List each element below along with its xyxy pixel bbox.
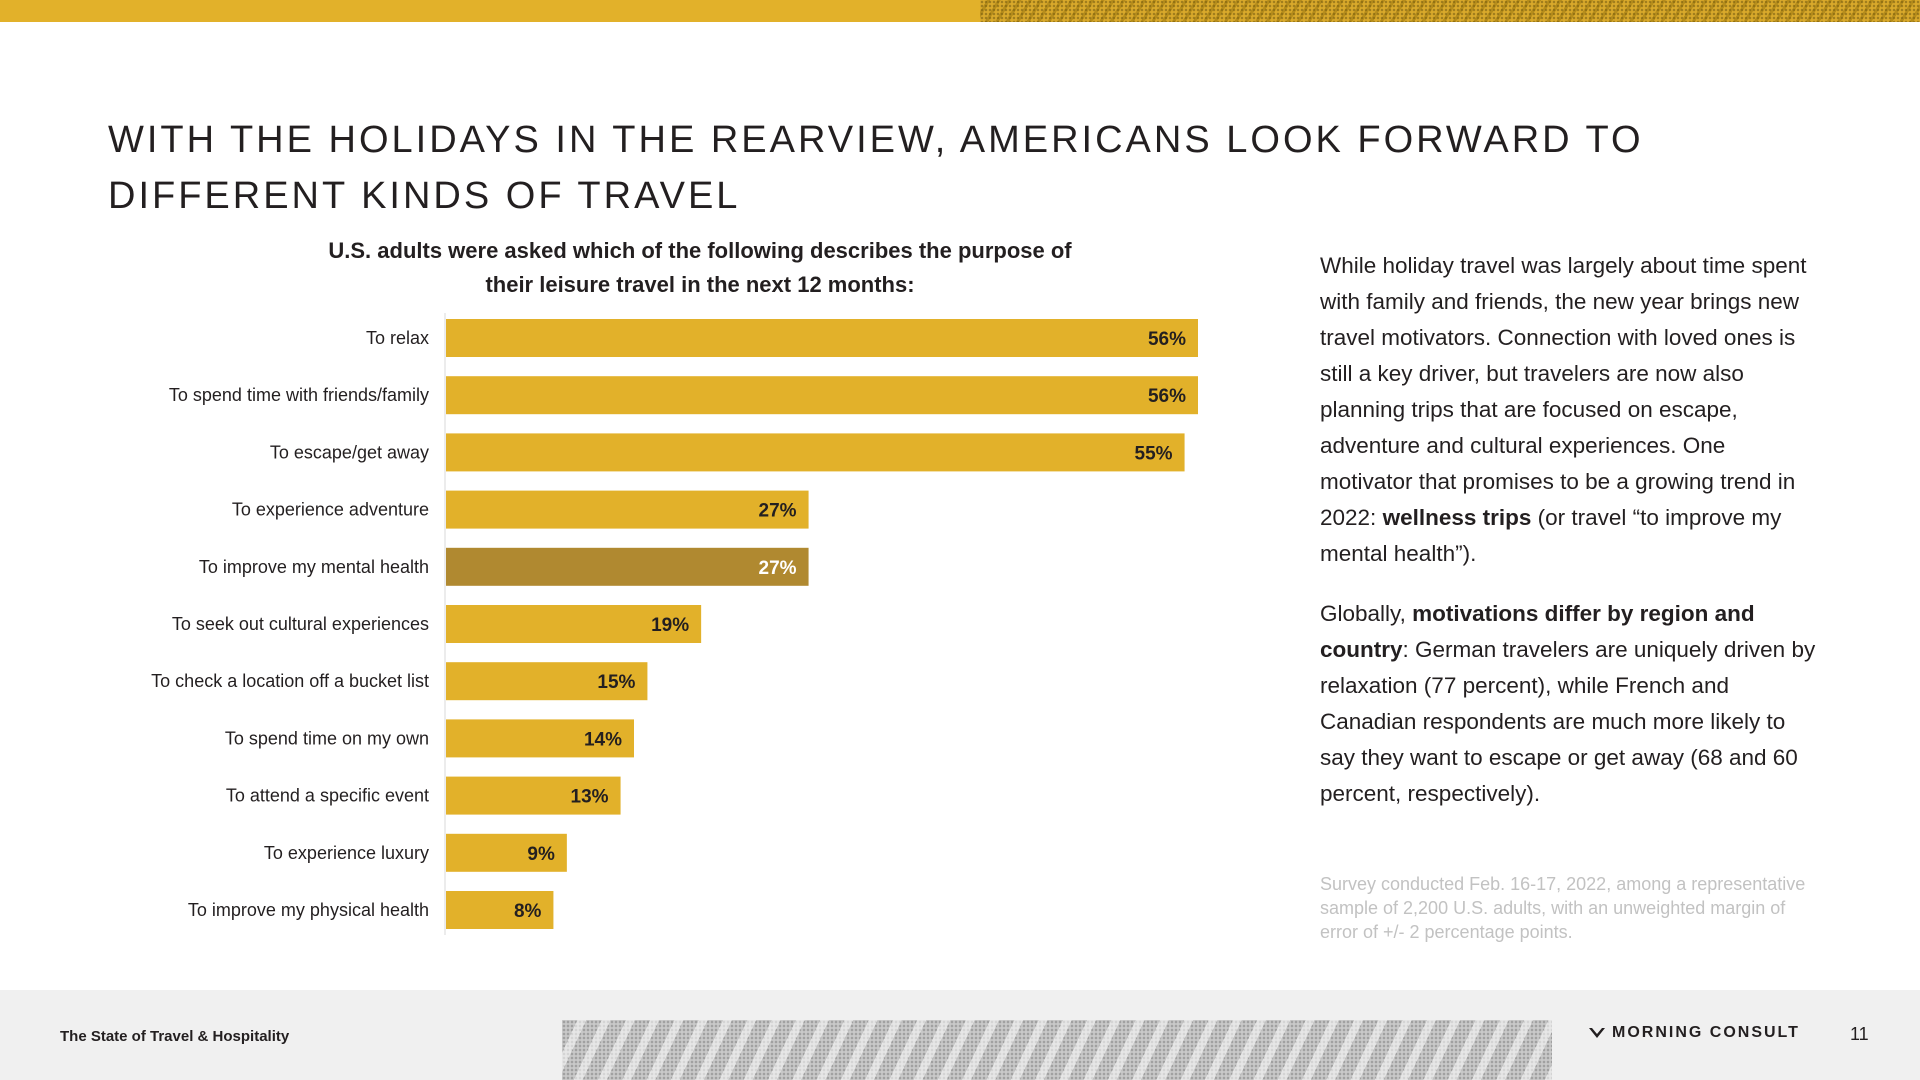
category-label-5: To seek out cultural experiences: [172, 614, 429, 634]
category-label-1: To spend time with friends/family: [169, 385, 429, 405]
category-label-9: To experience luxury: [264, 843, 429, 863]
category-label-3: To experience adventure: [232, 500, 429, 520]
chart-title-line-2: their leisure travel in the next 12 mont…: [485, 272, 915, 297]
value-label-6: 15%: [597, 672, 635, 693]
value-label-5: 19%: [651, 615, 689, 636]
value-label-9: 9%: [527, 844, 555, 865]
bar-5: [446, 605, 702, 643]
category-label-2: To escape/get away: [270, 442, 429, 462]
bar-7: [446, 719, 634, 758]
category-label-10: To improve my physical health: [188, 900, 429, 920]
survey-footnote: Survey conducted Feb. 16-17, 2022, among…: [1320, 874, 1806, 942]
bar-1: [446, 376, 1198, 415]
body-p2-bold: motivations differ by region and country: [1320, 601, 1755, 662]
body-copy: While holiday travel was largely about t…: [1320, 248, 1820, 836]
page-title: WITH THE HOLIDAYS IN THE REARVIEW, AMERI…: [108, 112, 1708, 224]
category-label-0: To relax: [366, 328, 429, 348]
bar-3: [446, 490, 809, 529]
category-label-8: To attend a specific event: [226, 786, 429, 806]
footer-pattern-decoration: [562, 1020, 1552, 1080]
bar-6: [446, 662, 648, 701]
chart-title: U.S. adults were asked which of the foll…: [250, 234, 1150, 302]
bar-10: [446, 891, 554, 929]
value-label-2: 55%: [1135, 443, 1173, 464]
body-p2-end: : German travelers are uniquely driven b…: [1320, 637, 1816, 806]
brand-logo: MORNING CONSULT: [1588, 1024, 1800, 1042]
page-title-line-2: DIFFERENT KINDS OF TRAVEL: [108, 175, 741, 217]
body-paragraph-2: Globally, motivations differ by region a…: [1320, 596, 1820, 812]
page-number: 11: [1850, 1024, 1869, 1044]
body-p1-text: While holiday travel was largely about t…: [1320, 253, 1807, 530]
top-pattern-decoration: [980, 0, 1920, 22]
bar-4: [446, 547, 809, 586]
bar-2: [446, 433, 1185, 472]
category-label-4: To improve my mental health: [199, 557, 429, 577]
value-label-7: 14%: [584, 729, 622, 750]
value-label-1: 56%: [1148, 386, 1186, 407]
category-label-7: To spend time on my own: [225, 728, 429, 748]
value-label-4: 27%: [759, 558, 797, 579]
body-p1-end: (or travel “to improve my mental health”…: [1320, 505, 1782, 566]
body-paragraph-1: While holiday travel was largely about t…: [1320, 248, 1820, 572]
chart-title-line-1: U.S. adults were asked which of the foll…: [328, 238, 1072, 263]
bar-0: [446, 319, 1198, 357]
bar-chart: To relax To spend time with friends/famil…: [151, 313, 1198, 935]
page-title-line-1: WITH THE HOLIDAYS IN THE REARVIEW, AMERI…: [108, 119, 1644, 161]
bar-8: [446, 776, 621, 815]
report-title: The State of Travel & Hospitality: [60, 1028, 290, 1045]
value-label-0: 56%: [1148, 329, 1186, 350]
category-label-6: To check a location off a bucket list: [151, 671, 429, 691]
morning-consult-logo-icon: [1589, 1028, 1605, 1038]
value-label-8: 13%: [571, 787, 609, 808]
bar-9: [446, 833, 567, 872]
value-label-10: 8%: [514, 901, 542, 922]
brand-name: MORNING CONSULT: [1612, 1024, 1800, 1041]
body-p2-start: Globally,: [1320, 601, 1413, 626]
value-label-3: 27%: [759, 501, 797, 522]
body-p1-bold: wellness trips: [1382, 505, 1532, 530]
footer: The State of Travel & Hospitality MORNIN…: [0, 990, 1920, 1080]
